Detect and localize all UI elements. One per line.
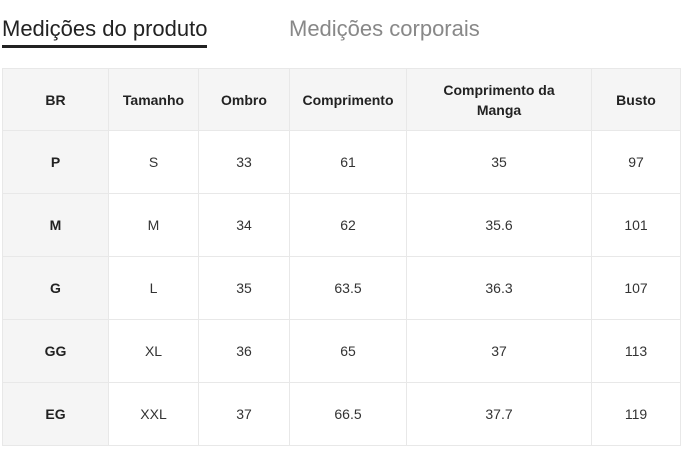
- size-table: BR Tamanho Ombro Comprimento Comprimento…: [2, 68, 681, 446]
- cell-length: 63.5: [289, 256, 407, 320]
- cell-size: S: [108, 130, 199, 194]
- cell-br: EG: [2, 382, 109, 446]
- cell-shoulder: 37: [198, 382, 290, 446]
- table-row: M M 34 62 35.6 101: [2, 193, 681, 257]
- table-row: G L 35 63.5 36.3 107: [2, 256, 681, 320]
- cell-length: 65: [289, 319, 407, 383]
- header-br: BR: [2, 68, 109, 131]
- cell-sleeve-length: 36.3: [406, 256, 592, 320]
- cell-size: M: [108, 193, 199, 257]
- cell-bust: 101: [591, 193, 681, 257]
- table-row: EG XXL 37 66.5 37.7 119: [2, 382, 681, 446]
- cell-br: GG: [2, 319, 109, 383]
- cell-bust: 119: [591, 382, 681, 446]
- cell-size: L: [108, 256, 199, 320]
- cell-length: 62: [289, 193, 407, 257]
- table-row: P S 33 61 35 97: [2, 130, 681, 194]
- header-size: Tamanho: [108, 68, 199, 131]
- cell-shoulder: 35: [198, 256, 290, 320]
- cell-bust: 113: [591, 319, 681, 383]
- cell-shoulder: 33: [198, 130, 290, 194]
- cell-shoulder: 34: [198, 193, 290, 257]
- cell-sleeve-length: 35: [406, 130, 592, 194]
- header-shoulder: Ombro: [198, 68, 290, 131]
- cell-shoulder: 36: [198, 319, 290, 383]
- header-sleeve-length: Comprimento da Manga: [406, 68, 592, 131]
- cell-bust: 97: [591, 130, 681, 194]
- cell-br: G: [2, 256, 109, 320]
- cell-sleeve-length: 37: [406, 319, 592, 383]
- header-bust: Busto: [591, 68, 681, 131]
- cell-sleeve-length: 35.6: [406, 193, 592, 257]
- cell-br: P: [2, 130, 109, 194]
- cell-size: XXL: [108, 382, 199, 446]
- header-length: Comprimento: [289, 68, 407, 131]
- tab-body-measurements[interactable]: Medições corporais: [289, 16, 480, 41]
- cell-bust: 107: [591, 256, 681, 320]
- table-header-row: BR Tamanho Ombro Comprimento Comprimento…: [2, 68, 681, 131]
- tab-product-measurements[interactable]: Medições do produto: [2, 14, 208, 48]
- cell-length: 61: [289, 130, 407, 194]
- cell-size: XL: [108, 319, 199, 383]
- table-row: GG XL 36 65 37 113: [2, 319, 681, 383]
- cell-length: 66.5: [289, 382, 407, 446]
- cell-sleeve-length: 37.7: [406, 382, 592, 446]
- cell-br: M: [2, 193, 109, 257]
